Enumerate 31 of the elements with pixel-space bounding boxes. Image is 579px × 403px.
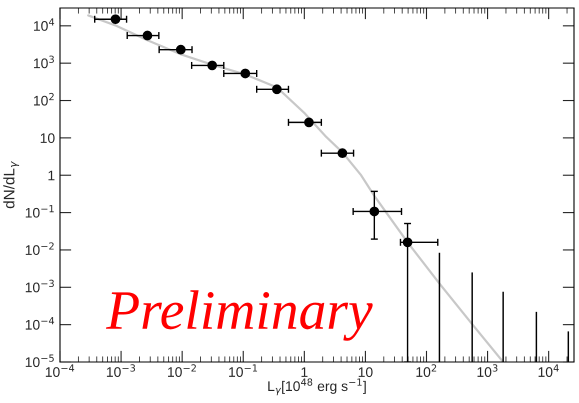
point — [240, 68, 250, 78]
y-tick-label: 10$^{−1}$ — [26, 205, 54, 218]
y-tick-label: 10$^{−2}$ — [26, 242, 54, 256]
y-tick-label: 10$^{3}$ — [34, 56, 54, 68]
point — [338, 148, 348, 158]
y-tick-label: 10$^{−3}$ — [26, 280, 54, 292]
x-tick-label: 10$^{2}$ — [416, 364, 436, 377]
y-tick-label: 10$^{−4}$ — [26, 317, 54, 330]
point — [176, 44, 186, 55]
y-tick-label: 10$^{2}$ — [34, 92, 54, 106]
y-tick-label: 1 — [48, 170, 54, 180]
point — [369, 206, 380, 216]
x-tick-label: 10$^{−1}$ — [229, 364, 258, 377]
x-tick-label: 10 — [358, 367, 373, 378]
point — [304, 118, 314, 128]
y-tick-label: 10 — [40, 133, 55, 144]
point — [272, 84, 282, 94]
point — [207, 60, 218, 70]
x-tick-label: 10$^{3}$ — [478, 364, 498, 377]
x-tick-label: 10$^{4}$ — [538, 364, 559, 377]
x-tick-label: 10$^{−2}$ — [168, 364, 196, 377]
annotation: Preliminary — [106, 290, 373, 341]
x-axis-title: L$_{γ}$[10$^{48}$ erg s$^{−1}$] — [268, 378, 366, 396]
y-tick-label: 10$^{4}$ — [34, 18, 54, 31]
x-tick-label: 1 — [302, 367, 308, 377]
x-tick-label: 10$^{−3}$ — [106, 364, 136, 377]
point — [402, 237, 412, 248]
y-tick-label: 10$^{−5}$ — [26, 354, 54, 368]
y-axis-title: dN/dL$_{γ}$ — [3, 161, 20, 208]
point — [110, 14, 120, 24]
point — [142, 30, 152, 40]
